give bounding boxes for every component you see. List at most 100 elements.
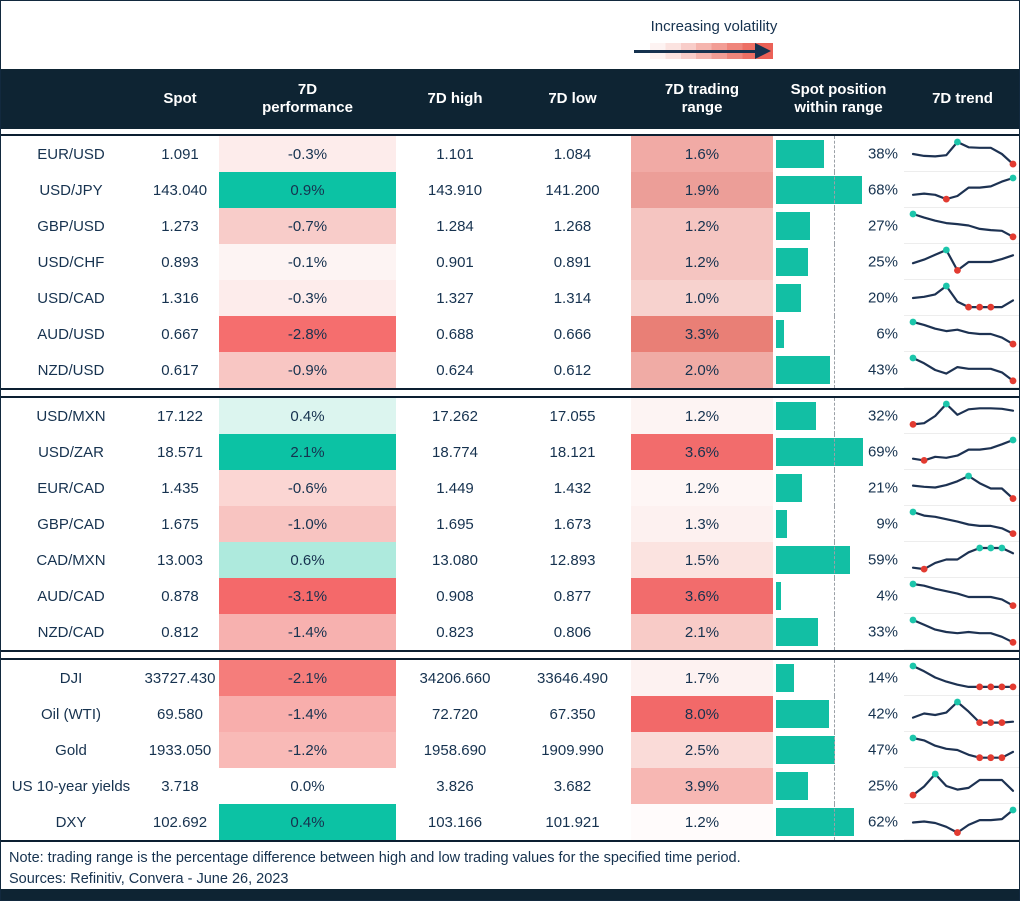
spot-value: 1.435 — [161, 479, 199, 497]
section-divider — [1, 388, 1019, 398]
trend-cell — [904, 208, 1019, 244]
table-row: DXY 102.692 0.4% 103.166 101.921 1.2% 62% — [1, 804, 1019, 840]
trend-cell — [904, 732, 1019, 768]
high-value: 1958.690 — [423, 741, 487, 759]
position-bar — [776, 176, 862, 204]
position-value: 42% — [867, 705, 898, 723]
table-row: USD/CAD 1.316 -0.3% 1.327 1.314 1.0% 20% — [1, 280, 1019, 316]
mid-range-guide — [834, 280, 835, 316]
low-value: 1.432 — [553, 479, 592, 497]
volatility-arrow-line — [634, 50, 758, 53]
table-row: EUR/CAD 1.435 -0.6% 1.449 1.432 1.2% 21% — [1, 470, 1019, 506]
low-point-dot — [975, 682, 983, 690]
instrument-name: GBP/USD — [37, 217, 105, 235]
section-major-pairs: EUR/USD 1.091 -0.3% 1.101 1.084 1.6% 38% USD/JP… — [1, 136, 1019, 388]
high-value: 143.910 — [427, 181, 483, 199]
high-point-dot — [986, 544, 994, 551]
low-point-dot — [942, 195, 950, 203]
position-bar — [776, 664, 794, 692]
mid-range-guide — [834, 352, 835, 388]
trend-sparkline — [909, 318, 1016, 347]
position-cell: 21% — [773, 470, 904, 506]
footer-bar — [1, 889, 1019, 900]
trend-sparkline — [911, 282, 1014, 311]
low-point-dot — [1009, 494, 1016, 502]
high-point-dot — [942, 246, 950, 253]
trend-sparkline — [911, 544, 1014, 573]
trend-cell — [904, 280, 1019, 316]
instrument-name: USD/MXN — [36, 407, 106, 425]
trading-range-cell: 1.6% — [631, 136, 773, 172]
position-cell: 6% — [773, 316, 904, 352]
trading-range-cell: 1.3% — [631, 506, 773, 542]
instrument-name: Oil (WTI) — [41, 705, 101, 723]
trading-range-cell: 1.2% — [631, 398, 773, 434]
column-header-7d-trend: 7D trend — [932, 90, 993, 108]
position-cell: 25% — [773, 768, 904, 804]
low-value: 0.877 — [553, 587, 592, 605]
high-value: 34206.660 — [419, 669, 491, 687]
mid-range-guide — [834, 316, 835, 352]
low-point-dot — [920, 456, 928, 464]
table-bottom-rule — [1, 840, 1019, 842]
mid-range-guide — [834, 244, 835, 280]
low-point-dot — [975, 303, 983, 311]
position-bar — [776, 140, 824, 168]
position-bar — [776, 320, 784, 348]
position-cell: 43% — [773, 352, 904, 388]
position-value: 27% — [867, 217, 898, 235]
instrument-name: AUD/CAD — [37, 587, 105, 605]
instrument-name: EUR/USD — [37, 145, 105, 163]
mid-range-guide — [834, 696, 835, 732]
position-cell: 32% — [773, 398, 904, 434]
low-value: 17.055 — [549, 407, 596, 425]
high-point-dot — [909, 508, 916, 515]
position-cell: 69% — [773, 434, 904, 470]
performance-cell: 0.6% — [219, 542, 396, 578]
instrument-name: DXY — [55, 813, 87, 831]
performance-cell: 0.4% — [219, 804, 396, 840]
mid-range-guide — [834, 614, 835, 650]
position-bar — [776, 700, 829, 728]
performance-cell: -2.8% — [219, 316, 396, 352]
trading-range-cell: 1.2% — [631, 804, 773, 840]
low-point-dot — [997, 718, 1005, 726]
low-value: 0.612 — [553, 361, 592, 379]
position-value: 47% — [867, 741, 898, 759]
trend-sparkline — [909, 662, 1016, 690]
table-row: GBP/USD 1.273 -0.7% 1.284 1.268 1.2% 27% — [1, 208, 1019, 244]
trend-sparkline — [909, 580, 1016, 609]
low-point-dot — [1009, 682, 1016, 690]
position-cell: 14% — [773, 660, 904, 696]
spot-value: 17.122 — [157, 407, 203, 425]
mid-range-guide — [834, 398, 835, 434]
position-bar — [776, 212, 811, 240]
position-bar — [776, 284, 802, 312]
high-value: 1.695 — [436, 515, 474, 533]
low-point-dot — [1009, 232, 1016, 240]
position-cell: 9% — [773, 506, 904, 542]
trading-range-cell: 1.2% — [631, 208, 773, 244]
spot-value: 69.580 — [157, 705, 203, 723]
instrument-name: USD/CHF — [37, 253, 105, 271]
low-value: 1.314 — [553, 289, 592, 307]
low-point-dot — [975, 718, 983, 726]
column-header-7d-performance: 7D performance — [262, 81, 353, 116]
trend-cell — [904, 470, 1019, 506]
position-cell: 62% — [773, 804, 904, 840]
mid-range-guide — [834, 470, 835, 506]
table-row: DJI 33727.430 -2.1% 34206.660 33646.490 1.7% 1… — [1, 660, 1019, 696]
position-bar — [776, 546, 851, 574]
instrument-name: USD/JPY — [39, 181, 103, 199]
instrument-name: DJI — [59, 669, 83, 687]
performance-cell: -0.6% — [219, 470, 396, 506]
mid-range-guide — [834, 804, 835, 840]
high-point-dot — [1009, 174, 1016, 181]
position-bar — [776, 582, 782, 610]
trend-cell — [904, 434, 1019, 470]
trend-cell — [904, 136, 1019, 172]
table-row: Oil (WTI) 69.580 -1.4% 72.720 67.350 8.0% 42% — [1, 696, 1019, 732]
high-value: 0.688 — [436, 325, 474, 343]
trading-range-cell: 1.5% — [631, 542, 773, 578]
low-value: 67.350 — [549, 705, 596, 723]
